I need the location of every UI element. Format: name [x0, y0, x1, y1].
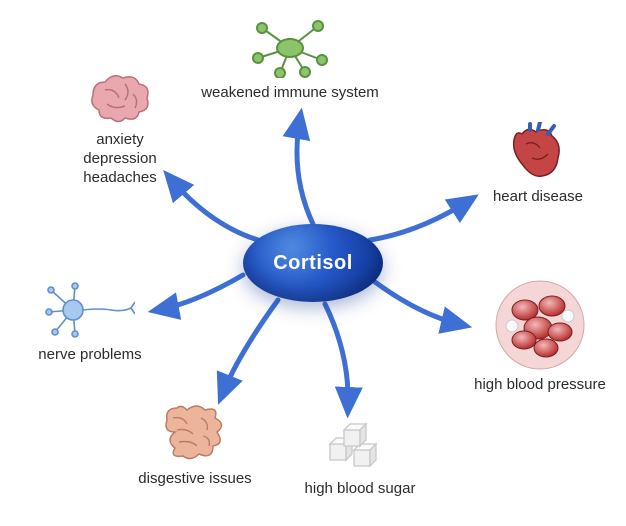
- effect-nerve-label: nerve problems: [20, 346, 160, 365]
- effect-heart-label: heart disease: [468, 188, 608, 207]
- effect-brain-label: anxiety depression headaches: [55, 131, 185, 187]
- effect-brain: anxiety depression headaches: [55, 70, 185, 187]
- sugar-cubes-icon: [324, 420, 396, 474]
- neuron-icon: [45, 280, 135, 340]
- effect-digestive-label: disgestive issues: [120, 470, 270, 489]
- effect-sugar-label: high blood sugar: [280, 480, 440, 499]
- intestines-icon: [157, 400, 233, 464]
- center-label: Cortisol: [273, 252, 353, 275]
- effect-immune: weakened immune system: [190, 18, 390, 103]
- center-node: Cortisol: [243, 224, 383, 302]
- blood-cells-icon: [490, 280, 590, 370]
- effect-heart: heart disease: [468, 122, 608, 207]
- brain-icon: [85, 70, 155, 125]
- effect-bp: high blood pressure: [460, 280, 620, 395]
- effect-nerve: nerve problems: [20, 280, 160, 365]
- effect-immune-label: weakened immune system: [190, 84, 390, 103]
- virus-cell-icon: [250, 18, 330, 78]
- effect-sugar: high blood sugar: [280, 420, 440, 499]
- effect-digestive: disgestive issues: [120, 400, 270, 489]
- cortisol-diagram: Cortisol weakened immune system anxiety …: [0, 0, 626, 526]
- heart-organ-icon: [506, 122, 570, 182]
- effect-bp-label: high blood pressure: [460, 376, 620, 395]
